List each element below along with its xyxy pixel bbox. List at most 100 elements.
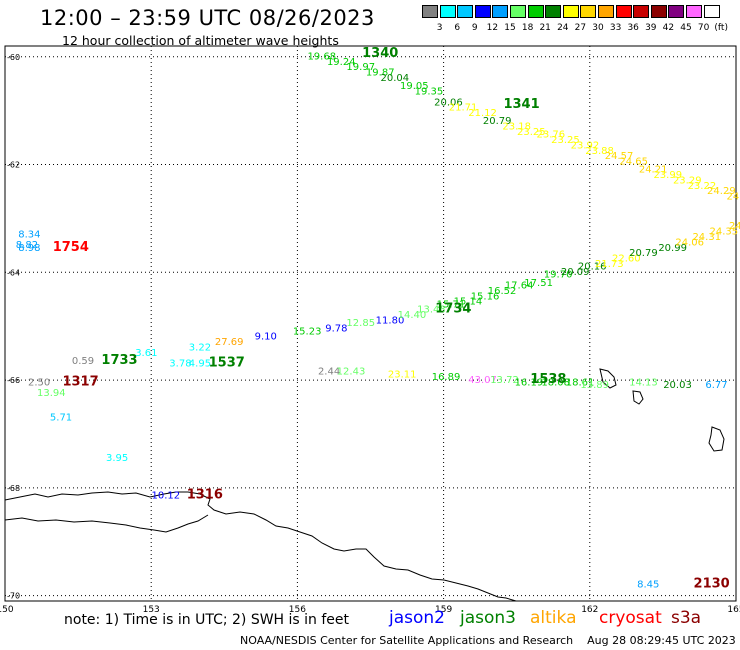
wave-height-value: 20.09	[561, 267, 590, 278]
island-2	[632, 390, 644, 405]
pass-time-label: 1341	[503, 97, 539, 112]
scale-swatch	[562, 5, 579, 18]
wave-height-value: 19.97	[346, 62, 375, 73]
wave-height-value: 3.95	[106, 453, 128, 464]
wave-height-value: 12.43	[337, 367, 366, 378]
island-3	[708, 426, 725, 452]
pass-time-label: 1317	[62, 374, 98, 389]
footer-credit: NOAA/NESDIS Center for Satellite Applica…	[240, 634, 736, 647]
scale-swatch	[668, 5, 685, 18]
wave-height-value: 8.98	[18, 243, 40, 254]
longitude-label: 156	[289, 605, 306, 615]
wave-height-value: 10.12	[151, 491, 180, 502]
scale-swatch	[492, 5, 509, 18]
antarctic-coastline	[4, 491, 517, 602]
scale-swatch	[457, 5, 474, 18]
wave-height-value: 20.79	[483, 116, 512, 127]
scale-label: 15	[504, 23, 516, 33]
wave-height-value: 8.34	[18, 229, 40, 240]
wave-height-value: 11.80	[376, 316, 405, 327]
wave-height-value: 19.68	[307, 51, 336, 62]
wave-height-value: 3.61	[135, 348, 157, 359]
wave-height-value: 2.44	[318, 367, 340, 378]
scale-label: 6	[454, 23, 461, 33]
scale-label: 9	[471, 23, 478, 33]
wave-height-value: 13.94	[37, 388, 66, 399]
latitude-label: -68	[7, 484, 20, 493]
wave-height-value: 23.92	[571, 140, 600, 151]
wave-height-value: 23.99	[653, 170, 682, 181]
scale-label: 27	[574, 23, 587, 33]
scale-swatch	[650, 5, 667, 18]
wave-height-value: 21.73	[595, 259, 624, 270]
wave-height-value: 2.50	[28, 377, 50, 388]
scale-label: 3	[436, 23, 443, 33]
map-grid	[4, 45, 737, 602]
wave-height-value: 20.04	[381, 73, 410, 84]
legend-s3a: s3a	[671, 608, 702, 628]
scale-swatch	[545, 5, 562, 18]
map-title: 12:00 – 23:59 UTC 08/26/2023	[40, 6, 375, 30]
scale-label: 21	[539, 23, 551, 33]
latitude-label: -70	[7, 592, 20, 601]
wave-height-value: 22.60	[612, 254, 641, 265]
scale-swatch	[439, 5, 456, 18]
pass-time-label: 1316	[187, 488, 223, 503]
wave-height-value: 24.65	[619, 157, 648, 168]
legend-cryosat: cryosat	[599, 608, 662, 628]
longitude-label: 162	[581, 605, 598, 615]
scale-swatch	[422, 5, 438, 18]
scale-unit: (ft)	[714, 23, 728, 33]
units-note: note: 1) Time is in UTC; 2) SWH is in fe…	[64, 612, 350, 628]
scale-swatch	[598, 5, 614, 18]
wave-height-value: 23.22	[688, 181, 717, 192]
scale-label: 45	[680, 23, 692, 33]
wave-height-value: 4.95	[189, 359, 211, 370]
scale-swatch	[615, 5, 632, 18]
wave-height-value: 8.82	[16, 240, 38, 251]
scale-label: 39	[645, 23, 657, 33]
legend-jason3: jason3	[460, 608, 516, 628]
wave-height-value: 23.25	[551, 135, 580, 146]
pass-time-label: 1733	[101, 353, 137, 368]
wave-height-value: 15.16	[471, 291, 500, 302]
wave-height-value: 8.45	[637, 580, 659, 591]
latitude-label: -60	[7, 53, 20, 62]
wave-height-value: 14.40	[398, 310, 427, 321]
pass-time-label: 1538	[530, 372, 566, 387]
wave-height-value: 13.89	[580, 380, 609, 391]
wave-height-value: 12.85	[346, 318, 375, 329]
wave-height-value: 13.43	[417, 305, 446, 316]
pass-time-label: 1754	[53, 240, 89, 255]
wave-height-value: 24.29	[707, 186, 736, 197]
wave-height-value: 5.71	[50, 412, 72, 423]
wave-height-value: 16.52	[488, 286, 517, 297]
wave-height-value: 20.03	[663, 380, 692, 391]
footer-timestamp: Aug 28 08:29:45 UTC 2023	[587, 634, 736, 647]
wave-height-value: 23.29	[673, 175, 702, 186]
wave-height-value: 24.21	[639, 165, 668, 176]
wave-height-value: 24.71	[729, 221, 740, 232]
scale-swatch	[474, 5, 491, 18]
wave-height-value: 23.25	[517, 127, 546, 138]
wave-height-value: 24.35	[709, 227, 738, 238]
wave-height-value: 21.12	[468, 108, 497, 119]
scale-swatch	[633, 5, 650, 18]
wave-height-value: 27.69	[215, 337, 244, 348]
scale-swatch	[527, 5, 544, 18]
wave-height-value: 24.06	[675, 237, 704, 248]
axis-labels: -60 -62 -64 -66 -68 -70 150 153 156 159 162 165	[0, 53, 740, 615]
scale-label: 42	[662, 23, 675, 33]
wave-height-value: 15.23	[293, 326, 322, 337]
latitude-label: -66	[7, 376, 20, 385]
wave-height-value: 15.14	[454, 297, 483, 308]
pass-time-label: 1537	[209, 356, 245, 371]
scale-swatch	[686, 5, 702, 18]
latitude-label: -62	[7, 161, 20, 170]
wave-height-value: 20.99	[658, 243, 687, 254]
map-subtitle: 12 hour collection of altimeter wave hei…	[62, 33, 339, 48]
wave-height-value: 20.06	[434, 97, 463, 108]
scale-swatch	[580, 5, 597, 18]
scale-label: 18	[521, 23, 534, 33]
